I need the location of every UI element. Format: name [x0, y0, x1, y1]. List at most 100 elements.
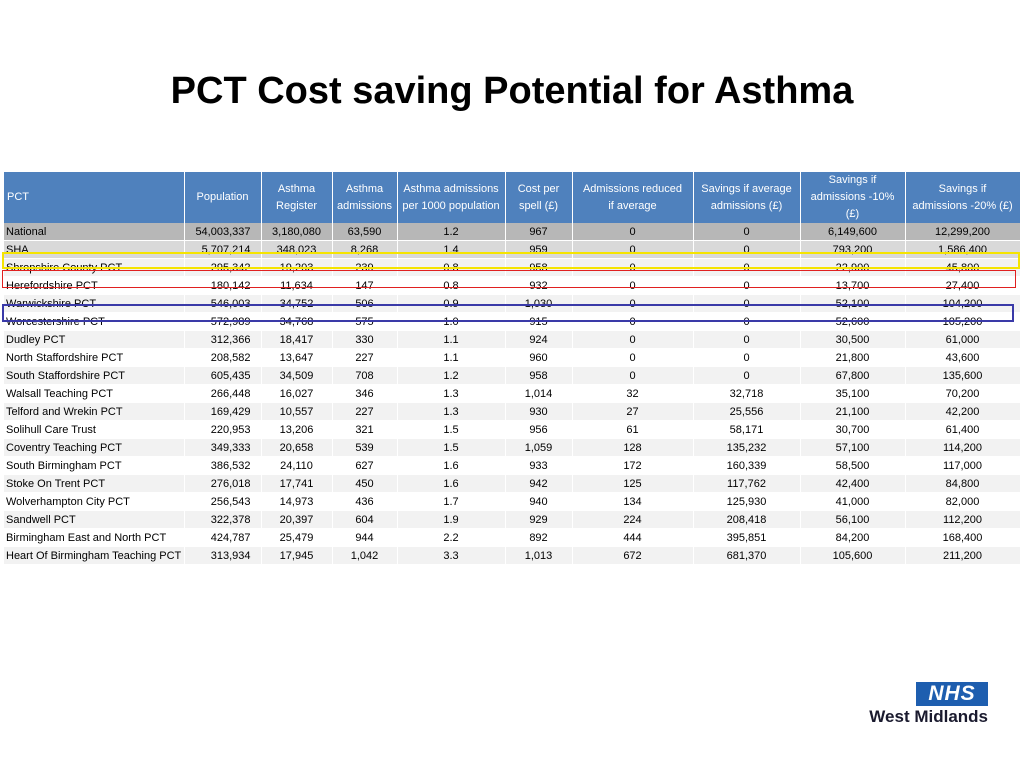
table-cell-admissions-reduced: 125 — [572, 474, 694, 493]
table-cell-admissions-reduced: 444 — [572, 528, 694, 547]
table-cell-population: 169,429 — [184, 402, 262, 421]
table-cell-pct: Herefordshire PCT — [4, 276, 185, 295]
table-cell-savings-10: 6,149,600 — [800, 223, 906, 241]
table-cell-savings-20: 1,586,400 — [905, 240, 1021, 259]
table-cell-pct: Warwickshire PCT — [4, 294, 185, 313]
table-cell-asthma-admissions: 321 — [332, 420, 398, 439]
table-cell-admissions-reduced: 672 — [572, 546, 694, 565]
table-cell-asthma-admissions: 539 — [332, 438, 398, 457]
table-cell-admissions-per-1000: 1.0 — [397, 312, 506, 331]
table-cell-asthma-register: 20,658 — [261, 438, 333, 457]
table-cell-admissions-reduced: 0 — [572, 294, 694, 313]
table-cell-pct: SHA — [4, 240, 185, 259]
table-cell-admissions-reduced: 134 — [572, 492, 694, 511]
column-header-admissions-reduced: Admissions reduced if average — [572, 172, 694, 223]
table-row: Stoke On Trent PCT 276,018 17,741 450 1.6 942… — [4, 474, 1021, 493]
table-cell-admissions-reduced: 0 — [572, 348, 694, 367]
table-body: National 54,003,337 3,180,080 63,590 1.2 967 0… — [4, 223, 1021, 565]
table-cell-cost-per-spell: 1,059 — [505, 438, 573, 457]
table-cell-admissions-per-1000: 2.2 — [397, 528, 506, 547]
table-cell-asthma-register: 13,647 — [261, 348, 333, 367]
table-cell-population: 5,707,214 — [184, 240, 262, 259]
table-cell-admissions-per-1000: 0.8 — [397, 276, 506, 295]
table-cell-cost-per-spell: 1,030 — [505, 294, 573, 313]
table-cell-asthma-register: 19,203 — [261, 258, 333, 277]
table-cell-asthma-admissions: 227 — [332, 402, 398, 421]
column-header-admissions-per-1000: Asthma admissions per 1000 population — [397, 172, 506, 223]
table-cell-admissions-per-1000: 0.8 — [397, 258, 506, 277]
table-row: Worcestershire PCT 572,989 34,768 575 1.0 915… — [4, 312, 1021, 331]
table-cell-cost-per-spell: 958 — [505, 366, 573, 385]
table-cell-asthma-register: 34,752 — [261, 294, 333, 313]
table-row: National 54,003,337 3,180,080 63,590 1.2 967 0… — [4, 223, 1021, 241]
column-header-pct: PCT — [4, 172, 185, 223]
table-row: Herefordshire PCT 180,142 11,634 147 0.8 932 0… — [4, 276, 1021, 295]
table-cell-savings-average: 681,370 — [693, 546, 801, 565]
column-header-savings-10: Savings if admissions -10% (£) — [800, 172, 906, 223]
table-cell-asthma-admissions: 450 — [332, 474, 398, 493]
cost-saving-table-container: PCT Population Asthma Register Asthma admissi… — [4, 172, 1021, 565]
table-cell-cost-per-spell: 932 — [505, 276, 573, 295]
table-cell-admissions-per-1000: 1.3 — [397, 384, 506, 403]
table-cell-admissions-reduced: 32 — [572, 384, 694, 403]
table-cell-savings-20: 27,400 — [905, 276, 1021, 295]
table-cell-cost-per-spell: 924 — [505, 330, 573, 349]
table-cell-savings-10: 13,700 — [800, 276, 906, 295]
column-header-text: Asthma — [277, 182, 316, 195]
table-cell-savings-10: 21,100 — [800, 402, 906, 421]
table-cell-admissions-reduced: 0 — [572, 258, 694, 277]
table-cell-population: 546,003 — [184, 294, 262, 313]
table-cell-cost-per-spell: 915 — [505, 312, 573, 331]
table-cell-asthma-admissions: 330 — [332, 330, 398, 349]
table-cell-savings-10: 52,600 — [800, 312, 906, 331]
table-cell-savings-average: 58,171 — [693, 420, 801, 439]
table-cell-admissions-per-1000: 1.2 — [397, 366, 506, 385]
table-row: Warwickshire PCT 546,003 34,752 506 0.9 1,030… — [4, 294, 1021, 313]
table-cell-pct: Birmingham East and North PCT — [4, 528, 185, 547]
table-cell-savings-average: 125,930 — [693, 492, 801, 511]
table-cell-savings-20: 70,200 — [905, 384, 1021, 403]
table-cell-savings-average: 0 — [693, 276, 801, 295]
table-cell-savings-average: 25,556 — [693, 402, 801, 421]
nhs-logo: NHS — [916, 682, 988, 706]
table-cell-admissions-reduced: 0 — [572, 312, 694, 331]
table-cell-savings-10: 58,500 — [800, 456, 906, 475]
table-cell-savings-20: 168,400 — [905, 528, 1021, 547]
table-row: Birmingham East and North PCT 424,787 25,4… — [4, 528, 1021, 547]
table-cell-population: 386,532 — [184, 456, 262, 475]
table-cell-asthma-register: 17,741 — [261, 474, 333, 493]
table-cell-population: 256,543 — [184, 492, 262, 511]
table-cell-asthma-register: 34,509 — [261, 366, 333, 385]
table-cell-asthma-register: 3,180,080 — [261, 223, 333, 241]
column-header-text: PCT — [7, 191, 29, 203]
table-cell-population: 266,448 — [184, 384, 262, 403]
table-cell-admissions-reduced: 224 — [572, 510, 694, 529]
table-cell-savings-average: 0 — [693, 240, 801, 259]
table-cell-cost-per-spell: 1,014 — [505, 384, 573, 403]
table-cell-savings-average: 160,339 — [693, 456, 801, 475]
table-cell-admissions-per-1000: 1.5 — [397, 438, 506, 457]
column-header-text: per 1000 population — [402, 199, 500, 212]
table-cell-population: 349,333 — [184, 438, 262, 457]
table-cell-savings-10: 22,900 — [800, 258, 906, 277]
table-cell-savings-10: 67,800 — [800, 366, 906, 385]
table-cell-population: 295,342 — [184, 258, 262, 277]
table-row: Dudley PCT 312,366 18,417 330 1.1 924 0 0 30,500… — [4, 330, 1021, 349]
table-cell-admissions-reduced: 128 — [572, 438, 694, 457]
table-cell-asthma-register: 13,206 — [261, 420, 333, 439]
table-cell-admissions-per-1000: 1.6 — [397, 456, 506, 475]
table-cell-asthma-register: 10,557 — [261, 402, 333, 421]
table-cell-pct: South Staffordshire PCT — [4, 366, 185, 385]
table-cell-savings-average: 0 — [693, 294, 801, 313]
column-header-cost-per-spell: Cost per spell (£) — [505, 172, 573, 223]
table-cell-savings-20: 61,400 — [905, 420, 1021, 439]
table-cell-savings-20: 114,200 — [905, 438, 1021, 457]
table-row: Sandwell PCT 322,378 20,397 604 1.9 929 224 208… — [4, 510, 1021, 529]
table-cell-asthma-admissions: 239 — [332, 258, 398, 277]
table-cell-population: 605,435 — [184, 366, 262, 385]
table-cell-pct: Dudley PCT — [4, 330, 185, 349]
table-cell-savings-average: 0 — [693, 223, 801, 241]
table-cell-savings-average: 0 — [693, 312, 801, 331]
table-cell-cost-per-spell: 892 — [505, 528, 573, 547]
table-cell-savings-20: 12,299,200 — [905, 223, 1021, 241]
